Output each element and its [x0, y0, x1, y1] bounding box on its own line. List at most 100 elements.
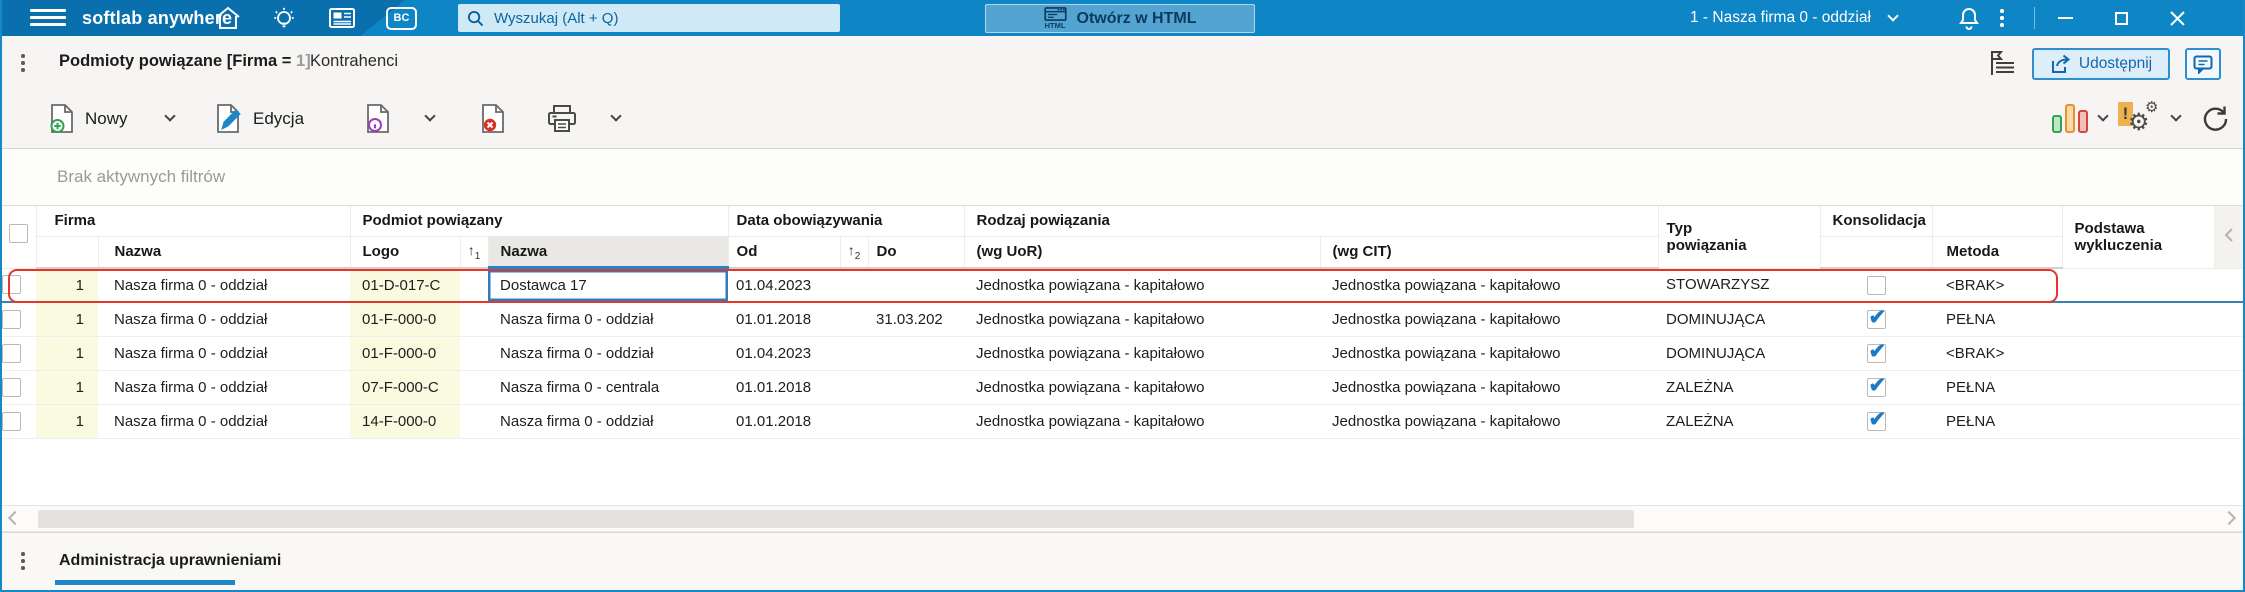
cell-wg-uor[interactable]: Jednostka powiązana - kapitałowo [964, 370, 1321, 405]
table-row[interactable]: 1 Nasza firma 0 - oddział 01-D-017-C Dostaw… [2, 268, 2243, 303]
cell-typ[interactable]: DOMINUJĄCA [1658, 302, 1821, 337]
tab-kontrahenci[interactable]: Kontrahenci [310, 52, 399, 70]
print-dropdown-chevron[interactable] [610, 110, 622, 122]
cell-do[interactable]: 31.03.202 [868, 302, 965, 337]
cell-wg-uor[interactable]: Jednostka powiązana - kapitałowo [964, 268, 1321, 303]
alerts-dropdown-chevron[interactable] [2170, 110, 2182, 122]
cell-wg-uor[interactable]: Jednostka powiązana - kapitałowo [964, 302, 1321, 337]
cell-podstawa[interactable] [2062, 336, 2215, 371]
cell-nazwa-firmy[interactable]: Nasza firma 0 - oddział [98, 404, 351, 439]
cell-logo[interactable]: 14-F-000-0 [350, 404, 461, 439]
cell-typ[interactable]: DOMINUJĄCA [1658, 336, 1821, 371]
col-header-konsolidacja[interactable]: Konsolidacja [1820, 206, 1933, 237]
collapse-panel-button[interactable] [2213, 206, 2243, 269]
cell-logo[interactable]: 01-F-000-0 [350, 336, 461, 371]
row-checkbox[interactable] [2, 343, 21, 363]
row-checkbox[interactable] [2, 309, 21, 329]
cell-od[interactable]: 01.04.2023 [728, 336, 841, 371]
sort-indicator-1[interactable]: ↑1 [460, 236, 489, 269]
bottom-tab-menu-icon[interactable] [21, 552, 25, 572]
col-header-wg-cit[interactable]: (wg CIT) [1320, 236, 1659, 269]
cell-do[interactable] [868, 268, 965, 303]
new-button[interactable]: Nowy [48, 90, 128, 148]
cell-nazwa-firmy[interactable]: Nasza firma 0 - oddział [98, 268, 351, 303]
konsolidacja-checkbox[interactable] [1866, 275, 1886, 295]
cell-podstawa[interactable] [2062, 370, 2215, 405]
cell-wg-uor[interactable]: Jednostka powiązana - kapitałowo [964, 336, 1321, 371]
cell-firma[interactable]: 1 [36, 370, 98, 405]
cell-wg-cit[interactable]: Jednostka powiązana - kapitałowo [1320, 268, 1659, 303]
home-icon[interactable] [214, 6, 242, 30]
share-button[interactable]: Udostępnij [2032, 48, 2170, 80]
info-dropdown-chevron[interactable] [424, 110, 436, 122]
cell-firma[interactable]: 1 [36, 302, 98, 337]
cell-wg-cit[interactable]: Jednostka powiązana - kapitałowo [1320, 370, 1659, 405]
news-icon[interactable] [328, 6, 356, 30]
new-dropdown-chevron[interactable] [164, 110, 176, 122]
comments-button[interactable] [2185, 48, 2221, 80]
col-header-wg-uor[interactable]: (wg UoR) [964, 236, 1321, 269]
col-header-od[interactable]: Od [728, 236, 841, 269]
col-header-do[interactable]: Do [868, 236, 965, 269]
sort-indicator-2[interactable]: ↑2 [840, 236, 869, 269]
cell-podstawa[interactable] [2062, 268, 2215, 303]
select-all-checkbox[interactable] [9, 223, 29, 243]
col-header-nazwa-podmiotu[interactable]: Nazwa [488, 236, 729, 270]
scrollbar-thumb[interactable] [38, 510, 1634, 528]
col-header-logo[interactable]: Logo [350, 236, 461, 269]
cell-wg-cit[interactable]: Jednostka powiązana - kapitałowo [1320, 404, 1659, 439]
cell-logo[interactable]: 01-F-000-0 [350, 302, 461, 337]
cell-typ[interactable]: STOWARZYSZ [1658, 268, 1821, 303]
tab-podmioty-powiazane[interactable]: Podmioty powiązane [Firma = 1] [59, 52, 311, 70]
cell-podstawa[interactable] [2062, 404, 2215, 439]
col-header-nazwa-firmy[interactable]: Nazwa [98, 236, 351, 269]
konsolidacja-checkbox[interactable] [1866, 339, 1886, 364]
scroll-right-arrow[interactable] [2221, 510, 2237, 526]
cell-do[interactable] [868, 404, 965, 439]
cell-firma[interactable]: 1 [36, 268, 98, 303]
cell-podstawa[interactable] [2062, 302, 2215, 337]
table-row[interactable]: 1 Nasza firma 0 - oddział 01-F-000-0 Nasza … [2, 302, 2243, 337]
hamburger-menu-icon[interactable] [30, 9, 66, 27]
cell-wg-cit[interactable]: Jednostka powiązana - kapitałowo [1320, 302, 1659, 337]
cell-nazwa-firmy[interactable]: Nasza firma 0 - oddział [98, 370, 351, 405]
minimize-button[interactable] [2048, 0, 2082, 36]
group-header-rodzaj-powiazania[interactable]: Rodzaj powiązania [964, 206, 1659, 237]
cell-typ[interactable]: ZALEŻNA [1658, 404, 1821, 439]
table-row[interactable]: 1 Nasza firma 0 - oddział 14-F-000-0 Nasza … [2, 404, 2243, 439]
table-row[interactable]: 1 Nasza firma 0 - oddział 01-F-000-0 Nasza … [2, 336, 2243, 371]
cell-firma[interactable]: 1 [36, 336, 98, 371]
cell-nazwa-podmiotu[interactable]: Nasza firma 0 - centrala [488, 370, 729, 405]
horizontal-scrollbar[interactable] [2, 505, 2243, 532]
konsolidacja-checkbox[interactable] [1866, 305, 1886, 330]
cell-nazwa-podmiotu[interactable]: Dostawca 17 [488, 268, 729, 303]
cell-wg-uor[interactable]: Jednostka powiązana - kapitałowo [964, 404, 1321, 439]
tab-menu-icon[interactable] [21, 54, 25, 74]
cell-firma[interactable]: 1 [36, 404, 98, 439]
cell-typ[interactable]: ZALEŻNA [1658, 370, 1821, 405]
cell-nazwa-podmiotu[interactable]: Nasza firma 0 - oddział [488, 336, 729, 371]
idea-bulb-icon[interactable] [270, 6, 298, 30]
scroll-left-arrow[interactable] [7, 510, 23, 526]
cell-do[interactable] [868, 336, 965, 371]
cell-metoda[interactable]: PEŁNA [1932, 404, 2063, 439]
cell-metoda[interactable]: <BRAK> [1932, 268, 2063, 303]
cell-od[interactable]: 01.01.2018 [728, 302, 841, 337]
chart-dropdown-chevron[interactable] [2097, 110, 2109, 122]
cell-wg-cit[interactable]: Jednostka powiązana - kapitałowo [1320, 336, 1659, 371]
notifications-bell-icon[interactable] [1958, 7, 1980, 30]
cell-nazwa-firmy[interactable]: Nasza firma 0 - oddział [98, 302, 351, 337]
table-row[interactable]: 1 Nasza firma 0 - oddział 07-F-000-C Nasza … [2, 370, 2243, 405]
cell-od[interactable]: 01.04.2023 [728, 268, 841, 303]
cell-metoda[interactable]: PEŁNA [1932, 302, 2063, 337]
row-checkbox[interactable] [2, 411, 21, 431]
open-in-html-button[interactable]: HTML Otwórz w HTML [985, 4, 1255, 33]
cell-nazwa-podmiotu[interactable]: Nasza firma 0 - oddział [488, 302, 729, 337]
tree-view-icon[interactable] [1987, 49, 2017, 77]
row-checkbox[interactable] [2, 377, 21, 397]
group-header-podmiot-powiazany[interactable]: Podmiot powiązany [350, 206, 729, 237]
cell-do[interactable] [868, 370, 965, 405]
group-header-firma[interactable]: Firma [36, 206, 351, 237]
close-button[interactable] [2160, 0, 2194, 36]
search-input[interactable] [492, 8, 822, 28]
